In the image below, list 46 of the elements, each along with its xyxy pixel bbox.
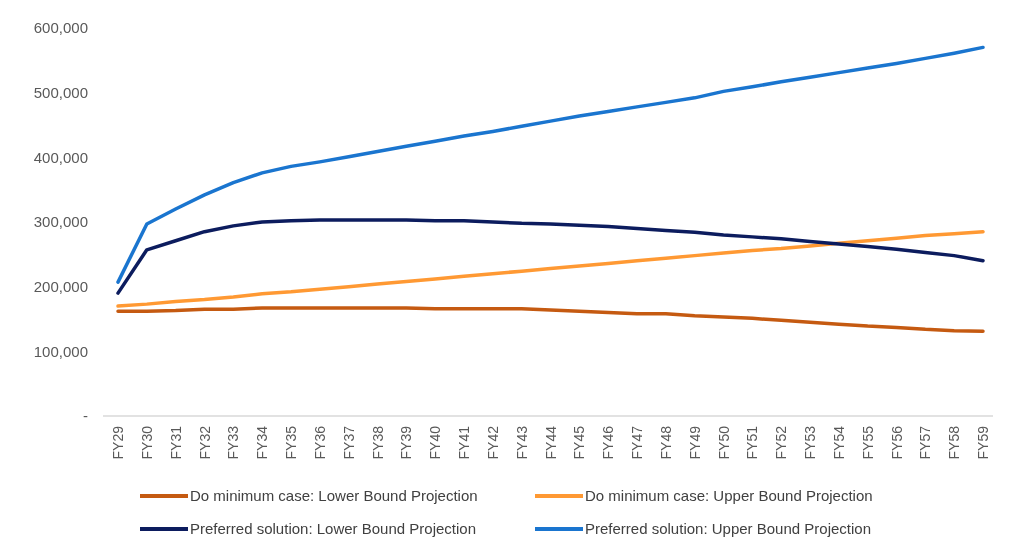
- x-tick-label: FY43: [513, 425, 530, 460]
- y-tick-label: 200,000: [33, 277, 88, 295]
- line-series: [116, 45, 985, 284]
- x-tick-label: FY40: [427, 425, 444, 460]
- x-tick-label: FY33: [225, 425, 242, 460]
- y-tick-label: 500,000: [33, 83, 88, 101]
- x-tick-label: FY49: [686, 425, 703, 460]
- x-tick-label: FY52: [773, 425, 790, 460]
- line-series: [116, 218, 985, 295]
- x-tick-label: FY57: [917, 425, 934, 460]
- x-tick-label: FY58: [946, 425, 963, 460]
- x-tick-label: FY53: [802, 425, 818, 460]
- x-tick-label: FY39: [398, 425, 415, 460]
- legend-label: Preferred solution: Upper Bound Projection: [585, 520, 871, 538]
- x-tick-label: FY56: [888, 425, 905, 460]
- x-tick-label: FY37: [340, 425, 357, 460]
- legend-label: Preferred solution: Lower Bound Projection: [190, 520, 476, 538]
- x-tick-label: FY46: [600, 425, 617, 460]
- x-tick-label: FY41: [456, 425, 472, 460]
- x-tick-label: FY30: [138, 425, 155, 460]
- legend-label: Do minimum case: Lower Bound Projection: [190, 487, 478, 505]
- x-tick-label: FY54: [830, 425, 847, 460]
- y-tick-label: -: [83, 407, 88, 425]
- x-tick-label: FY51: [744, 425, 761, 460]
- line-series: [116, 306, 985, 334]
- x-tick-label: FY38: [369, 425, 386, 460]
- x-tick-label: FY59: [975, 425, 991, 460]
- x-tick-label: FY31: [167, 425, 184, 460]
- x-tick-label: FY50: [715, 425, 732, 460]
- legend-label: Do minimum case: Upper Bound Projection: [585, 487, 873, 505]
- x-tick-label: FY32: [196, 425, 213, 460]
- y-tick-label: 400,000: [33, 148, 88, 166]
- x-tick-label: FY47: [629, 425, 645, 460]
- x-tick-label: FY42: [484, 425, 501, 460]
- x-tick-label: FY45: [571, 425, 588, 460]
- x-tick-label: FY36: [311, 425, 328, 460]
- x-tick-label: FY55: [859, 425, 876, 460]
- x-tick-label: FY29: [110, 425, 126, 460]
- x-tick-label: FY35: [283, 425, 299, 460]
- line-series: [116, 229, 985, 308]
- y-tick-label: 600,000: [33, 19, 88, 37]
- y-tick-label: 300,000: [33, 213, 88, 231]
- x-tick-label: FY44: [542, 425, 559, 460]
- x-tick-label: FY34: [254, 425, 271, 460]
- x-tick-label: FY48: [657, 425, 674, 460]
- y-tick-label: 100,000: [33, 342, 88, 360]
